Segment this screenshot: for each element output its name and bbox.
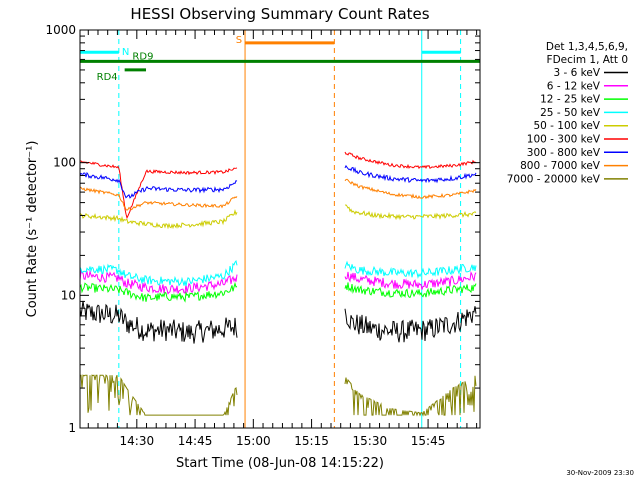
y-tick-label-1: 1: [68, 421, 76, 435]
legend-label-800-7000-kev: 800 - 7000 keV: [520, 160, 601, 172]
series-line-7000-20000-kev-segment-2: [344, 375, 477, 417]
series-line-300-800-kev-segment-1: [79, 171, 238, 199]
legend-label-6-12-kev: 6 - 12 keV: [547, 80, 601, 92]
y-axis-label: Count Rate (s⁻¹ detector⁻¹): [25, 141, 40, 318]
x-tick-label-15-45: 15:45: [411, 434, 446, 448]
x-tick-label-15-30: 15:30: [353, 434, 388, 448]
legend-label-25-50-kev: 25 - 50 keV: [540, 107, 601, 119]
series-line-50-100-kev-segment-1: [79, 209, 238, 230]
state-bars: S N RD9 RD4: [80, 35, 480, 83]
series-line-12-25-kev-segment-1: [79, 281, 238, 303]
series-line-300-800-kev-segment-2: [344, 164, 477, 184]
y-tick-label-10: 10: [61, 288, 76, 302]
state-label-rd4: RD4: [97, 72, 118, 83]
series-lines: [79, 151, 477, 417]
series-line-6-12-kev-segment-2: [344, 271, 477, 290]
x-tick-label-14-30: 14:30: [120, 434, 155, 448]
series-line-25-50-kev-segment-1: [79, 260, 238, 287]
vertical-markers: [79, 30, 462, 428]
legend-label-12-25-kev: 12 - 25 keV: [540, 94, 601, 106]
legend-header-decimation: FDecim 1, Att 0: [547, 54, 628, 66]
legend-header-detectors: Det 1,3,4,5,6,9,: [546, 41, 628, 53]
y-tick-label-1000: 1000: [45, 23, 76, 37]
x-tick-label-15-15: 15:15: [294, 434, 329, 448]
series-line-25-50-kev-segment-2: [344, 260, 477, 279]
series-line-7000-20000-kev-segment-1: [80, 374, 238, 416]
x-axis-label: Start Time (08-Jun-08 14:15:22): [176, 456, 384, 471]
series-line-12-25-kev-segment-2: [344, 282, 477, 299]
x-tick-label-15-00: 15:00: [236, 434, 271, 448]
series-line-800-7000-kev-segment-1: [79, 186, 238, 211]
state-label-s: S: [236, 35, 242, 46]
chart-title: HESSI Observing Summary Count Rates: [130, 5, 429, 23]
state-label-n: N: [122, 47, 129, 58]
x-tick-label-14-45: 14:45: [178, 434, 213, 448]
series-line-100-300-kev-segment-1: [79, 160, 238, 220]
series-line-3-6-kev-segment-1: [79, 300, 238, 344]
legend-label-7000-20000-kev: 7000 - 20000 keV: [507, 173, 601, 185]
legend-label-300-800-kev: 300 - 800 keV: [527, 147, 601, 159]
legend-label-100-300-kev: 100 - 300 keV: [527, 134, 601, 146]
series-line-3-6-kev-segment-2: [344, 306, 477, 343]
x-axis-ticks: 14:30 14:45 15:00 15:15 15:30 15:45: [87, 30, 478, 448]
series-line-100-300-kev-segment-2: [344, 151, 477, 170]
y-tick-label-100: 100: [53, 156, 76, 170]
plot-frame: [79, 29, 481, 429]
state-label-rd9: RD9: [132, 51, 153, 62]
legend-label-50-100-kev: 50 - 100 keV: [533, 120, 600, 132]
legend: Det 1,3,4,5,6,9, FDecim 1, Att 0 3 - 6 k…: [507, 41, 628, 185]
series-line-6-12-kev-segment-1: [79, 269, 238, 295]
series-line-800-7000-kev-segment-2: [344, 178, 477, 200]
y-axis-ticks: 1 10 100 1000: [45, 23, 480, 435]
series-line-50-100-kev-segment-2: [344, 204, 477, 221]
creation-timestamp: 30-Nov-2009 23:30: [566, 469, 634, 477]
legend-label-3-6-kev: 3 - 6 keV: [553, 67, 600, 79]
